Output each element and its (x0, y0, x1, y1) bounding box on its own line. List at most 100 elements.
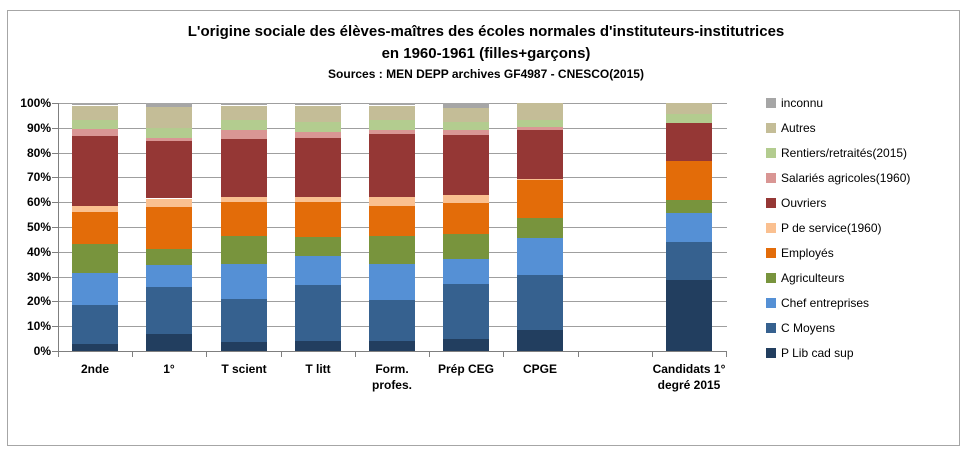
bar-segment-Rentiers/retraités(2015) (369, 120, 415, 131)
x-axis-tick (503, 351, 504, 357)
x-axis-tick (355, 351, 356, 357)
legend-swatch-icon (766, 173, 776, 183)
legend-swatch-icon (766, 348, 776, 358)
y-tick-label: 50% (26, 220, 51, 234)
bar-segment-Rentiers/retraités(2015) (221, 120, 267, 131)
y-tick-label: 40% (26, 244, 51, 259)
bar-segment-Salariés-agricoles(1960) (369, 130, 415, 134)
bar-segment-C-Moyens (443, 284, 489, 339)
bar-segment-Salariés-agricoles(1960) (295, 131, 341, 138)
bar-segment-Employés (221, 202, 267, 236)
bar-segment-P-de-service(1960) (443, 194, 489, 204)
bar-segment-Ouvriers (221, 138, 267, 198)
bar-segment-Employés (443, 203, 489, 235)
bar-segment-Salariés-agricoles(1960) (221, 130, 267, 139)
y-tick-label: 30% (26, 269, 51, 284)
bar-segment-Employés (369, 205, 415, 236)
bar-segment-Ouvriers (666, 122, 712, 162)
bar-segment-Employés (146, 207, 192, 250)
bar-segment-Chef-entreprises (517, 238, 563, 276)
bar-segment-P-Lib-cad-sup (369, 341, 415, 351)
legend-swatch-icon (766, 123, 776, 133)
bar-segment-P-de-service(1960) (72, 205, 118, 213)
legend-item-Ouvriers: Ouvriers (766, 191, 826, 216)
legend-item-inconnu: inconnu (766, 91, 823, 116)
bar-segment-Rentiers/retraités(2015) (666, 114, 712, 123)
bar-segment-C-Moyens (146, 286, 192, 334)
legend-label: Ouvriers (781, 196, 827, 210)
bar-segment-Chef-entreprises (295, 255, 341, 286)
bar-segment-inconnu (443, 103, 489, 108)
category-label: T litt (305, 362, 331, 376)
y-axis-tick (52, 152, 58, 154)
legend-label: Agriculteurs (781, 271, 845, 285)
bar-segment-Agriculteurs (146, 249, 192, 266)
y-tick-label: 70% (26, 170, 51, 185)
y-tick-label: 80% (26, 145, 51, 160)
bar-segment-Agriculteurs (295, 236, 341, 256)
category-label: Form. profes. (371, 362, 412, 392)
legend-swatch-icon (766, 198, 776, 208)
x-axis-tick (726, 351, 727, 357)
y-axis-tick (52, 103, 58, 104)
legend-item-Rentiers/retraités(2015): Rentiers/retraités(2015) (766, 141, 907, 166)
bar-segment-Salariés-agricoles(1960) (146, 137, 192, 142)
legend-swatch-icon (766, 223, 776, 233)
bar-segment-inconnu (221, 103, 267, 106)
legend-item-Autres: Autres (766, 116, 816, 141)
bar-Prép-CEG (443, 103, 489, 351)
y-tick-label: 100% (20, 96, 51, 110)
bar-segment-Ouvriers (369, 134, 415, 198)
bar-segment-P-de-service(1960) (146, 198, 192, 208)
y-axis-tick (52, 276, 58, 278)
bar-segment-P-Lib-cad-sup (146, 333, 192, 351)
legend-swatch-icon (766, 248, 776, 258)
legend-label: inconnu (781, 96, 824, 110)
bar-segment-C-Moyens (72, 305, 118, 344)
bar-segment-Employés (666, 161, 712, 200)
x-axis-tick (132, 351, 133, 357)
bar-segment-C-Moyens (369, 300, 415, 342)
legend-label: C Moyens (781, 321, 836, 335)
y-tick-label: 10% (26, 319, 51, 334)
bar-segment-Rentiers/retraités(2015) (146, 127, 192, 138)
bar-2nde (72, 103, 118, 351)
bar-segment-Salariés-agricoles(1960) (443, 130, 489, 136)
bar-segment-Agriculteurs (369, 235, 415, 265)
y-tick-label: 0% (33, 344, 51, 358)
legend-item-C-Moyens: C Moyens (766, 316, 835, 341)
y-axis-tick (52, 301, 58, 303)
bar-segment-Autres (146, 106, 192, 128)
bar-segment-Autres (295, 105, 341, 122)
bar-Candidats-1°-degré-2015 (666, 103, 712, 351)
legend-label: Salariés agricoles(1960) (781, 171, 911, 185)
bar-segment-Ouvriers (146, 141, 192, 199)
bar-segment-Rentiers/retraités(2015) (517, 120, 563, 127)
y-axis-tick (52, 202, 58, 204)
bar-segment-Employés (72, 212, 118, 245)
bar-segment-inconnu (146, 103, 192, 107)
y-axis-tick (52, 227, 58, 228)
bar-segment-P-Lib-cad-sup (295, 341, 341, 351)
bar-segment-Chef-entreprises (146, 265, 192, 287)
bar-segment-Chef-entreprises (221, 264, 267, 299)
legend-item-P-de-service(1960): P de service(1960) (766, 216, 882, 241)
y-axis-tick (52, 351, 58, 352)
bar-segment-Agriculteurs (517, 218, 563, 239)
bar-segment-P-de-service(1960) (517, 178, 563, 180)
bar-segment-P-Lib-cad-sup (443, 338, 489, 351)
bar-CPGE (517, 103, 563, 351)
y-axis-tick (52, 326, 58, 328)
bar-T-scient (221, 103, 267, 351)
bar-segment-Rentiers/retraités(2015) (443, 121, 489, 131)
bar-segment-Chef-entreprises (443, 259, 489, 285)
x-axis-tick (281, 351, 282, 357)
legend-label: P de service(1960) (781, 221, 882, 235)
bar-segment-Agriculteurs (666, 199, 712, 214)
y-axis-tick (52, 127, 58, 129)
bar-segment-Salariés-agricoles(1960) (72, 129, 118, 137)
bar-segment-Autres (72, 105, 118, 121)
bar-segment-Ouvriers (443, 135, 489, 195)
legend-item-Salariés-agricoles(1960): Salariés agricoles(1960) (766, 166, 910, 191)
bar-segment-C-Moyens (666, 241, 712, 281)
